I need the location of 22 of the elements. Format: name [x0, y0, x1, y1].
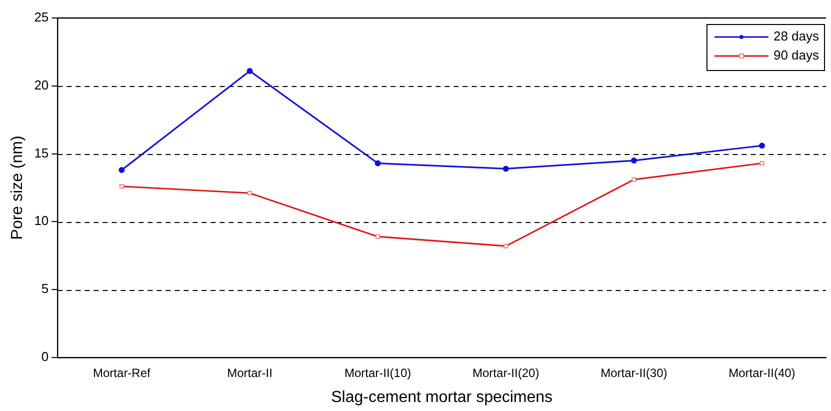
point	[502, 166, 509, 172]
y-tick-label: 25	[34, 10, 49, 25]
y-tick-label: 5	[41, 281, 49, 296]
y-tick-label: 0	[41, 348, 49, 364]
y-tick-label: 20	[34, 77, 49, 92]
x-tick-label: Mortar-II(40)	[728, 366, 796, 380]
point	[118, 167, 125, 174]
point	[758, 142, 765, 149]
x-tick-label: Mortar-Ref	[93, 366, 152, 380]
x-tick-label: Mortar-II	[227, 366, 272, 380]
legend-label: 90 days	[773, 48, 820, 63]
x-axis-title: Slag-cement mortar specimens	[331, 388, 553, 406]
x-tick-label: Mortar-II(30)	[600, 366, 668, 380]
point	[630, 158, 637, 164]
legend-label: 28 days	[773, 28, 820, 44]
y-tick-label: 10	[34, 213, 49, 228]
point	[374, 160, 381, 166]
y-tick-label: 15	[34, 145, 49, 160]
x-tick-label: Mortar-II(10)	[344, 366, 412, 380]
point	[246, 68, 253, 74]
y-axis-title: Pore size (nm)	[9, 136, 26, 240]
x-tick-label: Mortar-II(20)	[472, 366, 540, 380]
